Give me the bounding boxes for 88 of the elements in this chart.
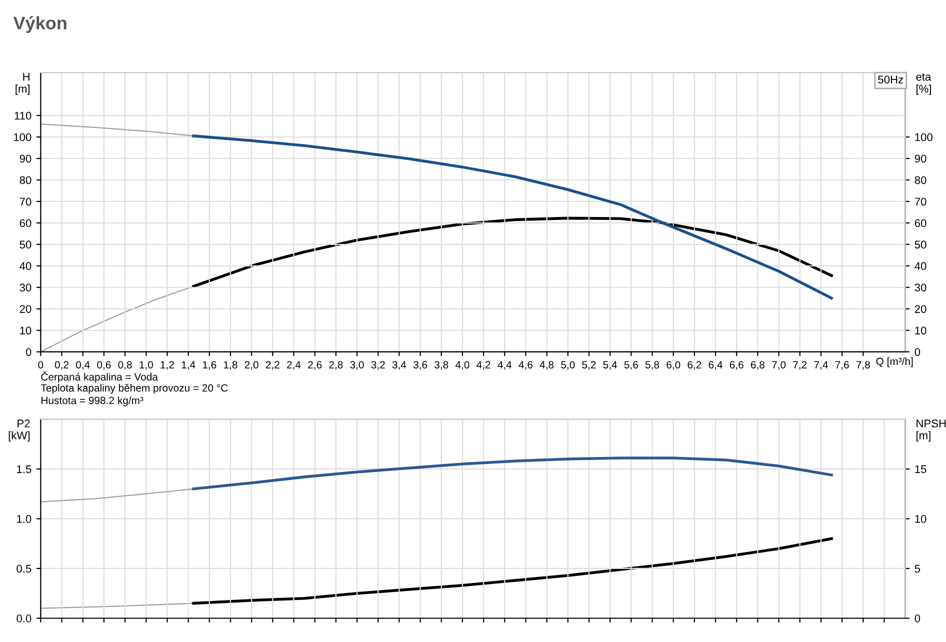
y2-tick-label: 90 xyxy=(914,154,926,163)
y2-tick-label: 100 xyxy=(915,133,932,142)
y-axis-title: P2 [kW] xyxy=(8,420,30,442)
y-tick-label: 110 xyxy=(14,112,32,120)
x-tick-label: 6,8 xyxy=(750,361,764,370)
x-tick-label: 0,6 xyxy=(97,361,111,370)
x-tick-label: 4,8 xyxy=(540,361,554,370)
x-tick-label: 3,6 xyxy=(413,361,428,370)
y2-tick-label: 0 xyxy=(914,614,920,622)
y2-tick-label: 70 xyxy=(914,198,926,206)
x-tick-label: 4,4 xyxy=(498,361,512,370)
line-series xyxy=(192,216,833,288)
y2-tick-label: 40 xyxy=(914,262,926,270)
x-tick-label: 1,0 xyxy=(140,361,153,370)
x-tick-label: 2,2 xyxy=(266,361,280,370)
line-series xyxy=(192,537,833,605)
x-tick-label: 2,0 xyxy=(244,361,258,370)
y-tick-label: 70 xyxy=(20,198,32,206)
x-tick-label: 5,4 xyxy=(603,361,618,370)
x-tick-label: 6,0 xyxy=(666,361,680,370)
x-tick-label: 2,4 xyxy=(287,361,301,370)
y2-axis-title: eta [%] xyxy=(916,73,932,95)
text: Hustota = 998.2 kg/m³ xyxy=(42,396,144,406)
y2-tick-label: 10 xyxy=(915,326,926,334)
x-tick-label: 3,8 xyxy=(434,361,448,370)
x-tick-label: 6,2 xyxy=(688,361,702,370)
y-tick-label: 60 xyxy=(20,219,32,228)
x-tick-label: 3,4 xyxy=(392,361,406,370)
x-tick-label: 2,6 xyxy=(308,361,322,370)
x-tick-label: 3,2 xyxy=(371,361,385,370)
x-tick-label: 1,4 xyxy=(182,361,196,370)
y-tick-label: 90 xyxy=(20,154,32,163)
x-tick-label: 7,8 xyxy=(856,361,870,370)
y2-tick-label: 15 xyxy=(915,465,926,474)
y-tick-label: 0.0 xyxy=(16,614,32,622)
chart-title: Výkon xyxy=(13,16,66,34)
line-series xyxy=(192,456,833,490)
y2-tick-label: 30 xyxy=(914,284,926,292)
line-series xyxy=(40,286,194,352)
y-tick-label: 50 xyxy=(20,240,32,249)
x-tick-label: 6,4 xyxy=(708,361,722,370)
y-axis-title: H [m] xyxy=(16,72,30,95)
y2-tick-label: 60 xyxy=(914,219,926,228)
y-tick-label: 100 xyxy=(14,133,32,142)
y2-tick-label: 50 xyxy=(914,240,926,249)
line-series xyxy=(40,488,194,502)
y-tick-label: 0 xyxy=(26,348,32,356)
y-tick-label: 0.5 xyxy=(16,564,32,573)
x-tick-label: 1,6 xyxy=(202,361,216,370)
x-tick-label: 7,6 xyxy=(835,361,849,370)
x-tick-label: 1,8 xyxy=(224,361,238,370)
annotation: 50Hz xyxy=(878,76,904,84)
y-tick-label: 30 xyxy=(20,284,32,292)
y-tick-label: 1.0 xyxy=(17,515,32,523)
x-tick-label: 5,6 xyxy=(624,361,638,370)
text: Teplota kapaliny během provozu = 20 °C xyxy=(40,384,228,394)
y2-tick-label: 10 xyxy=(915,515,926,523)
y2-tick-label: 5 xyxy=(914,564,920,573)
line-series xyxy=(192,134,833,300)
y-tick-label: 40 xyxy=(20,262,32,270)
y-tick-label: 1.5 xyxy=(17,465,32,474)
x-tick-label: 0,2 xyxy=(54,361,68,370)
x-tick-label: 4,0 xyxy=(455,361,470,370)
y2-axis-title: NPSH [m] xyxy=(916,420,946,442)
x-axis-title: Q [m³/h] xyxy=(876,357,913,368)
y2-tick-label: 80 xyxy=(914,176,926,184)
x-tick-label: 0,4 xyxy=(76,361,90,370)
y2-tick-label: 0 xyxy=(914,348,920,356)
line-series xyxy=(40,124,194,136)
text: Čerpaná kapalina = Voda xyxy=(41,371,158,383)
x-tick-label: 5,0 xyxy=(561,361,575,370)
x-tick-label: 5,2 xyxy=(582,361,596,370)
y-tick-label: 80 xyxy=(20,176,32,184)
y-tick-label: 20 xyxy=(20,305,32,313)
x-tick-label: 7,2 xyxy=(793,361,807,370)
x-tick-label: 7,4 xyxy=(814,361,828,370)
x-tick-label: 6,6 xyxy=(730,361,744,370)
x-tick-label: 4,6 xyxy=(518,361,533,370)
y2-tick-label: 20 xyxy=(914,305,926,313)
x-tick-label: 1,2 xyxy=(160,361,174,370)
x-tick-label: 4,2 xyxy=(476,361,490,370)
y-tick-label: 10 xyxy=(20,326,32,334)
x-tick-label: 0,8 xyxy=(118,361,132,370)
x-tick-label: 2,8 xyxy=(329,361,343,370)
x-tick-label: 5,8 xyxy=(645,361,660,370)
x-tick-label: 3,0 xyxy=(350,361,364,370)
x-tick-label: 7,0 xyxy=(772,361,786,370)
x-tick-label: 0 xyxy=(38,361,44,368)
